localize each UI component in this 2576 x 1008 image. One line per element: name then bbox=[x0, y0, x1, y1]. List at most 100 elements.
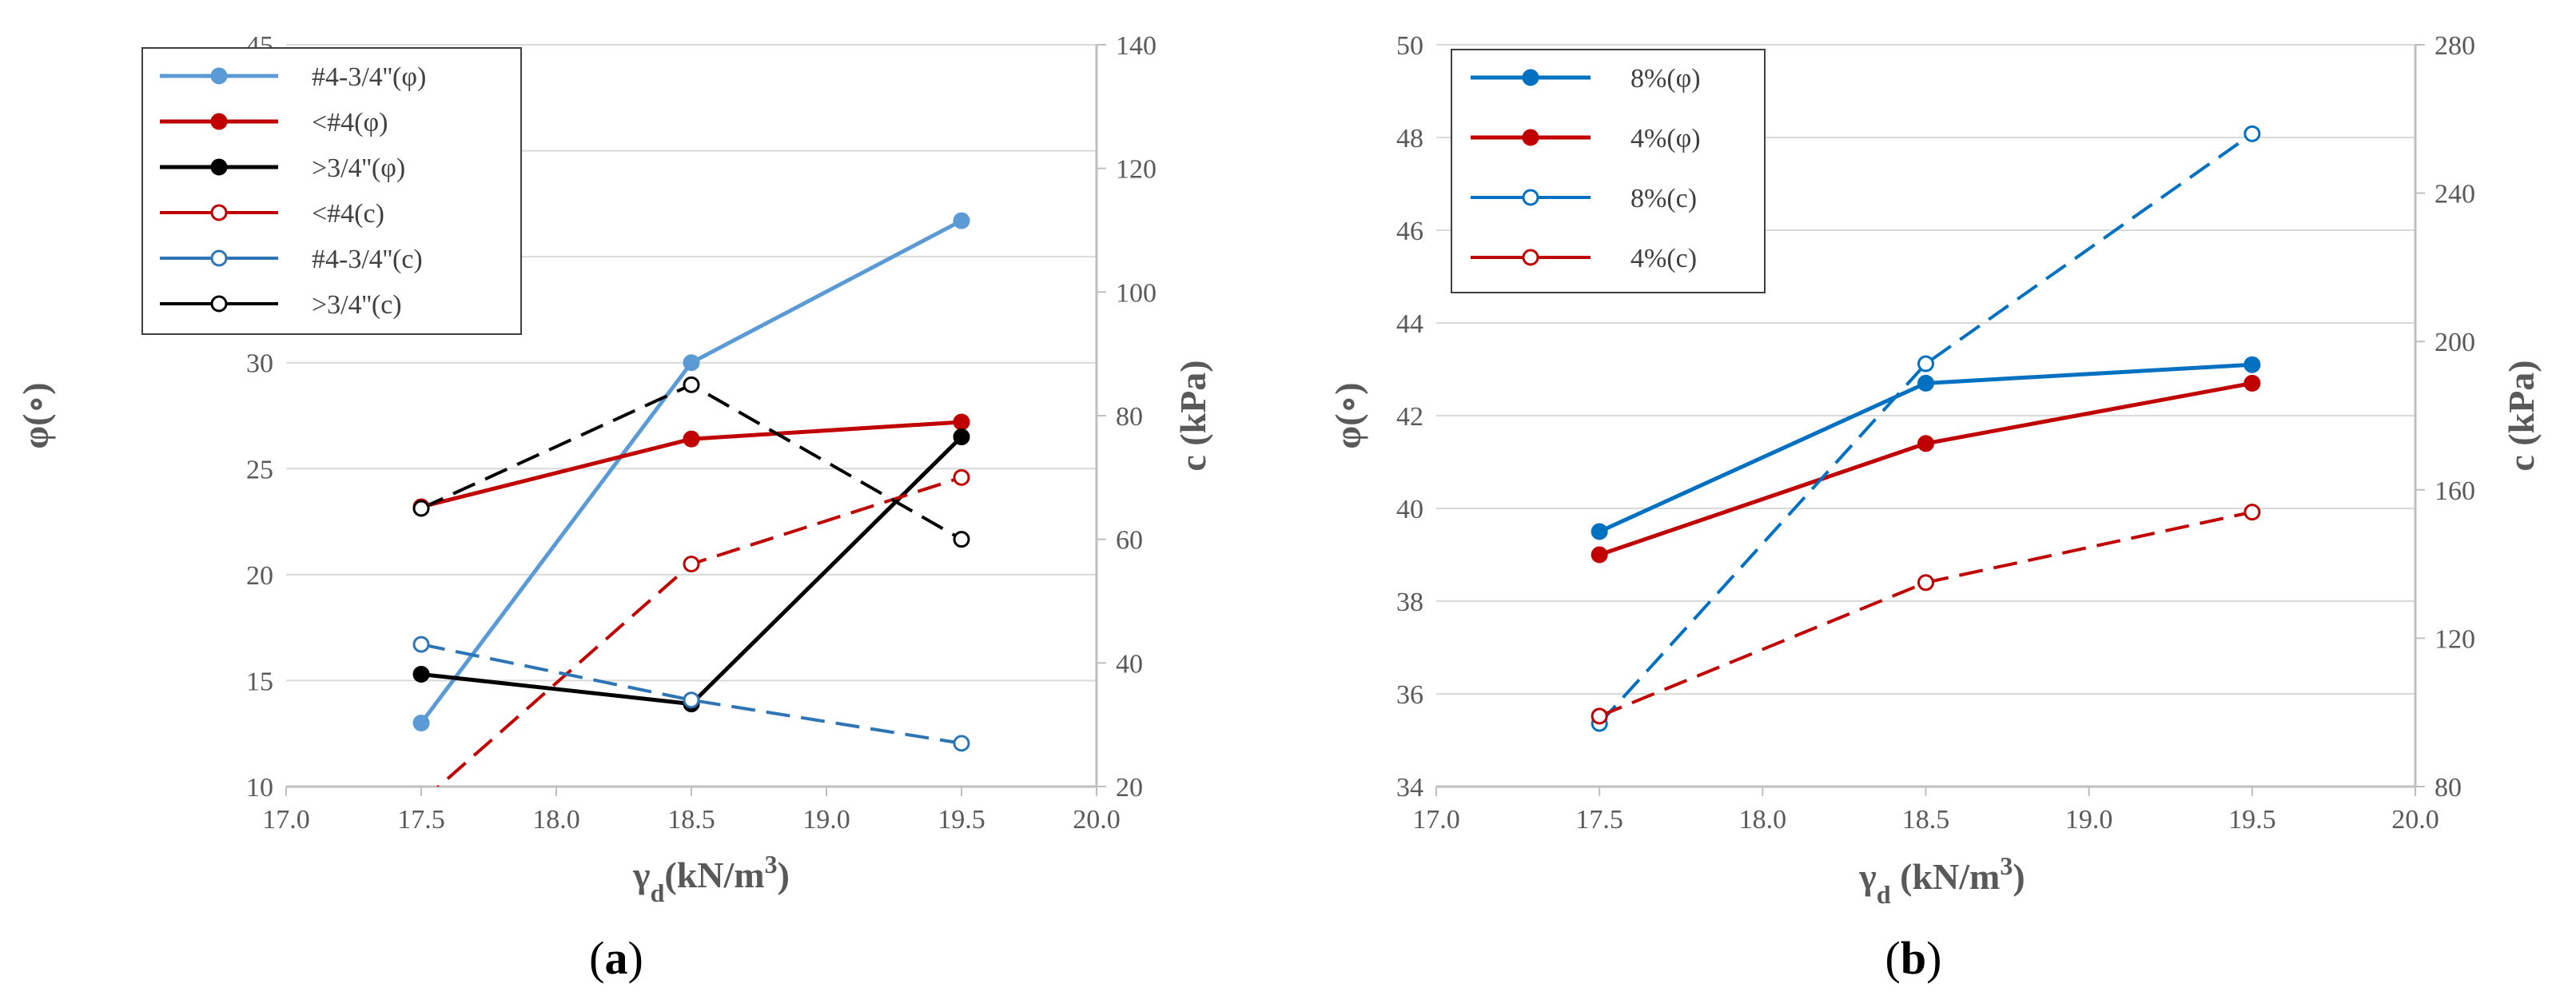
data-point bbox=[1917, 355, 1934, 373]
legend-swatch-marker bbox=[210, 204, 228, 221]
data-point bbox=[1591, 546, 1608, 564]
x-tick-label: 17.5 bbox=[1575, 805, 1623, 835]
x-axis-title-sup: 3 bbox=[765, 850, 778, 879]
y2-tick-label: 80 bbox=[2435, 773, 2462, 803]
data-point bbox=[1917, 435, 1934, 452]
data-point bbox=[412, 635, 430, 653]
panel-label: (b) bbox=[1885, 932, 1942, 984]
x-axis-title-rest: (kN/m bbox=[1891, 856, 2001, 897]
legend-label: 8%(c) bbox=[1630, 184, 1697, 213]
legend-label: 4%(c) bbox=[1630, 244, 1697, 273]
y-tick-label: 40 bbox=[1396, 495, 1423, 524]
legend-label: 4%(φ) bbox=[1630, 124, 1701, 153]
y2-tick-label: 120 bbox=[2435, 624, 2475, 654]
x-tick-label: 17.0 bbox=[262, 805, 310, 835]
x-axis-title: γd(kN/m3) bbox=[632, 850, 790, 907]
panel-label-close: ) bbox=[1926, 932, 1941, 984]
legend-label: >3/4''(φ) bbox=[312, 153, 405, 183]
data-point bbox=[683, 691, 700, 709]
data-point bbox=[683, 430, 700, 448]
data-point bbox=[2244, 374, 2261, 392]
chart-b: 17.0 17.5 18.0 18.5 19.0 19.5 20.0 34 36 38 40 42 44… bbox=[1328, 31, 2542, 984]
x-axis-title-main: γ bbox=[632, 855, 651, 895]
legend-box bbox=[1451, 49, 1766, 293]
x-axis-title-end: ) bbox=[778, 855, 790, 895]
data-point bbox=[2244, 125, 2261, 142]
legend-label: <#4(φ) bbox=[312, 108, 388, 137]
legend-swatch-marker bbox=[1522, 189, 1539, 206]
y-tick-label: 38 bbox=[1396, 588, 1423, 617]
panel-label: (a) bbox=[589, 932, 643, 984]
series-line bbox=[436, 476, 962, 787]
y-tick-label: 44 bbox=[1396, 309, 1423, 339]
legend: 8%(φ) 4%(φ) 8%(c) 4%(c) bbox=[1451, 49, 1766, 293]
legend-swatch-marker bbox=[210, 113, 228, 130]
y2-tick-label: 240 bbox=[2435, 180, 2475, 209]
series-line bbox=[1599, 380, 2253, 557]
data-point bbox=[2244, 356, 2261, 373]
y-tick-label: 36 bbox=[1396, 680, 1423, 710]
legend-label: #4-3/4''(φ) bbox=[312, 62, 426, 92]
data-point bbox=[412, 500, 430, 517]
legend-swatch-marker bbox=[210, 295, 228, 313]
legend-label: 8%(φ) bbox=[1630, 64, 1701, 94]
y-axis-title: φ(∘) bbox=[15, 382, 56, 448]
x-axis-title-rest: (kN/m bbox=[664, 855, 764, 895]
x-tick-label: 18.0 bbox=[532, 805, 580, 835]
x-tick-label: 19.0 bbox=[2065, 805, 2113, 835]
data-point bbox=[412, 665, 430, 683]
legend-label: >3/4''(c) bbox=[312, 290, 402, 320]
x-axis-title: γd (kN/m3) bbox=[1858, 851, 2025, 909]
x-tick-label: 17.0 bbox=[1412, 805, 1460, 835]
legend-swatch-marker bbox=[210, 67, 228, 85]
y-tick-label: 20 bbox=[246, 561, 273, 591]
y2-tick-label: 280 bbox=[2435, 31, 2475, 61]
legend-label: #4-3/4''(c) bbox=[312, 245, 423, 274]
x-tick-label: 19.0 bbox=[802, 805, 850, 835]
legend-swatch-marker bbox=[210, 158, 228, 176]
y2-tick-label: 140 bbox=[1116, 31, 1157, 61]
series-line bbox=[420, 643, 962, 745]
y-tick-label: 46 bbox=[1396, 217, 1423, 246]
x-axis-title-sub: d bbox=[1877, 880, 1891, 909]
y-tick-label: 25 bbox=[246, 455, 273, 484]
y2-tick-label: 80 bbox=[1116, 402, 1143, 432]
x-axis-title-end: ) bbox=[2013, 856, 2025, 897]
data-point bbox=[683, 376, 700, 393]
series-line bbox=[1598, 132, 2253, 725]
legend: #4-3/4''(φ) <#4(φ) >3/4''(φ) <#4(c) #4-3/4''… bbox=[141, 47, 522, 335]
y2-tick-label: 20 bbox=[1116, 773, 1143, 803]
y2-tick-label: 120 bbox=[1116, 155, 1157, 185]
data-point bbox=[953, 468, 970, 486]
x-tick-label: 17.5 bbox=[397, 805, 445, 835]
data-point bbox=[2244, 504, 2261, 521]
x-tick-label: 20.0 bbox=[1073, 805, 1121, 835]
data-point bbox=[1591, 523, 1608, 540]
legend-label: <#4(c) bbox=[312, 199, 384, 229]
chart-a: 17.017.518.018.519.019.520.0101520253035… bbox=[15, 31, 1213, 984]
x-tick-label: 19.5 bbox=[938, 805, 985, 835]
legend-swatch-marker bbox=[1522, 249, 1539, 266]
data-point bbox=[412, 714, 430, 731]
y-tick-label: 42 bbox=[1396, 402, 1423, 432]
y-tick-label: 48 bbox=[1396, 124, 1423, 153]
data-point bbox=[683, 354, 700, 372]
panel-label-letter: b bbox=[1901, 932, 1926, 984]
markers bbox=[1591, 125, 2261, 732]
data-point bbox=[953, 735, 970, 752]
x-tick-label: 18.0 bbox=[1739, 805, 1787, 835]
y2-tick-label: 60 bbox=[1116, 526, 1143, 556]
y2-tick-label: 200 bbox=[2435, 328, 2475, 357]
data-point bbox=[953, 212, 970, 229]
y-tick-label: 50 bbox=[1396, 31, 1423, 61]
data-point bbox=[1917, 574, 1934, 592]
legend-swatch-marker bbox=[1522, 69, 1539, 86]
y-axis-title: φ(∘) bbox=[1328, 382, 1368, 448]
legend-box bbox=[141, 47, 522, 335]
y2-axis-title: c (kPa) bbox=[1173, 360, 1213, 471]
y2-tick-label: 100 bbox=[1116, 278, 1157, 308]
markers bbox=[412, 212, 970, 752]
x-tick-label: 20.0 bbox=[2391, 805, 2439, 835]
y2-tick-label: 160 bbox=[2435, 476, 2475, 506]
